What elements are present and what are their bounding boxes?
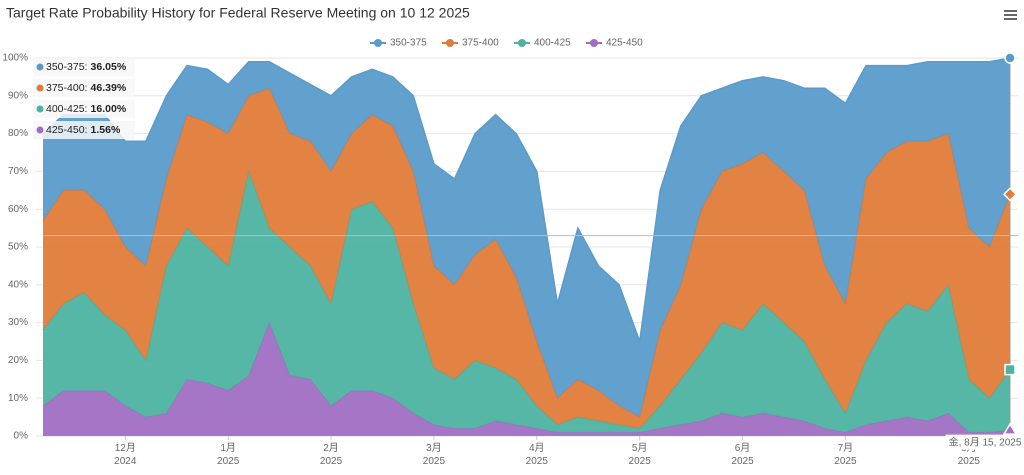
y-tick-label: 0% [14, 431, 29, 442]
legend-symbol[interactable] [442, 42, 458, 44]
tooltip-colon: : [85, 103, 88, 115]
x-tick-label: 1月 2025 [217, 442, 240, 467]
area [43, 322, 1010, 436]
tooltip-colon: : [85, 82, 88, 94]
tooltip-bg [33, 79, 135, 97]
tooltip-bg [33, 58, 135, 76]
y-tick-label: 60% [8, 204, 28, 215]
legend-symbol[interactable] [586, 42, 602, 44]
menu-bar[interactable] [1004, 18, 1017, 20]
y-tick-label: 40% [8, 279, 28, 290]
tooltip-bg [33, 100, 135, 118]
tooltip-colon: : [85, 124, 88, 136]
tooltip-dot [36, 105, 44, 113]
tooltip-dot [36, 126, 44, 134]
tooltip-name: 375-400 [46, 82, 85, 94]
hover-marker [1004, 363, 1016, 376]
legend-label[interactable]: 375-400 [462, 38, 499, 49]
tooltip-dot [36, 84, 44, 92]
x-tick-label: 6月 2025 [731, 442, 754, 467]
x-tick-label: 7月 2025 [834, 442, 857, 467]
y-tick-label: 100% [2, 53, 28, 64]
tooltip-dot [36, 63, 44, 71]
areas [42, 57, 1011, 436]
x-tick-label: 2月 2025 [320, 442, 343, 467]
crosshair-label-bg [945, 434, 1024, 450]
legend-symbol[interactable] [370, 42, 386, 44]
area-line [42, 57, 1011, 342]
tooltip-value: 16.00% [91, 103, 127, 115]
y-tick-label: 10% [8, 393, 28, 404]
tooltip-colon: : [85, 61, 88, 73]
x-tick-label: 5月 2025 [629, 442, 652, 467]
legend-label[interactable]: 350-375 [390, 38, 427, 49]
tooltip-name: 425-450 [46, 124, 85, 136]
menu-bar[interactable] [1004, 14, 1017, 16]
y-tick-label: 90% [8, 90, 28, 101]
tooltip-name: 400-425 [46, 103, 85, 115]
legend-symbol[interactable] [514, 42, 530, 44]
hover-marker [1004, 52, 1016, 64]
x-tick-label: 12月 2024 [114, 442, 137, 467]
y-tick-label: 30% [8, 317, 28, 328]
area [43, 171, 1010, 433]
overlay: 350-375:36.05%375-400:46.39%400-425:16.0… [33, 52, 1024, 450]
menu-icon[interactable] [1004, 10, 1017, 20]
chart-title: Target Rate Probability History for Fede… [6, 5, 470, 21]
legend-label[interactable]: 425-450 [606, 38, 643, 49]
crosshair-label: 金, 8月 15, 2025 [949, 436, 1022, 449]
legend-label[interactable]: 400-425 [534, 38, 571, 49]
y-tick-label: 20% [8, 355, 28, 366]
tooltip-value: 46.39% [91, 82, 127, 94]
menu-bar[interactable] [1004, 10, 1017, 12]
area [43, 88, 1010, 429]
x-tick-label: 3月 2025 [423, 442, 446, 467]
tooltip-value: 1.56% [91, 124, 121, 136]
tooltip-bg [33, 121, 135, 139]
y-tick-label: 80% [8, 128, 28, 139]
y-tick-label: 70% [8, 166, 28, 177]
y-tick-label: 50% [8, 242, 28, 253]
hover-marker [1002, 422, 1018, 435]
x-tick-label: 4月 2025 [526, 442, 549, 467]
hover-marker [1002, 187, 1018, 202]
tooltip-name: 350-375 [46, 61, 85, 73]
area [43, 58, 1010, 418]
tooltip-value: 36.05% [91, 61, 127, 73]
